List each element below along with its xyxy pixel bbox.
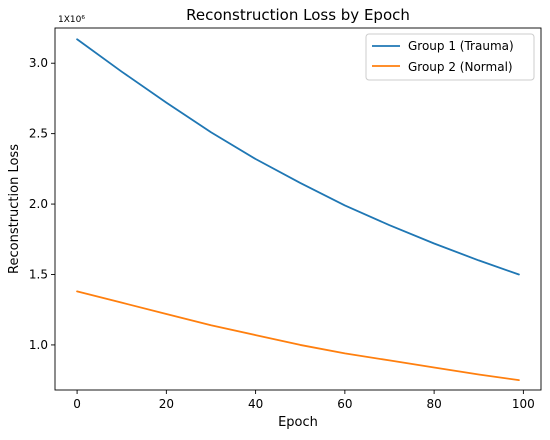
- y-tick-label: 1.0: [29, 338, 48, 352]
- series-lines: [76, 38, 520, 382]
- plot-area: [54, 27, 542, 391]
- legend-label-group-1: Group 1 (Trauma): [408, 39, 514, 53]
- chart-title: Reconstruction Loss by Epoch: [186, 6, 410, 24]
- x-tick-label: 0: [73, 397, 81, 411]
- x-tick-label: 60: [337, 397, 352, 411]
- x-tick-label: 100: [512, 397, 535, 411]
- y-axis-ticks: 1.0 1.5 2.0 2.5 3.0: [29, 56, 55, 352]
- y-tick-label: 1.5: [29, 267, 48, 281]
- y-tick-label: 2.5: [29, 127, 48, 141]
- x-tick-label: 80: [426, 397, 441, 411]
- x-axis-ticks: 0 20 40 60 80 100: [73, 390, 535, 411]
- legend-box: [365, 33, 535, 81]
- x-tick-label: 20: [159, 397, 174, 411]
- y-axis-label: Reconstruction Loss: [7, 144, 22, 274]
- y-offset-label: 1X10⁶: [58, 15, 85, 25]
- series-line-group-1: [76, 38, 520, 276]
- x-axis-label: Epoch: [278, 415, 318, 430]
- legend: Group 1 (Trauma) Group 2 (Normal): [365, 33, 535, 81]
- series-line-group-2: [76, 290, 520, 382]
- x-tick-label: 40: [248, 397, 263, 411]
- y-tick-label: 2.0: [29, 197, 48, 211]
- y-tick-label: 3.0: [29, 56, 48, 70]
- legend-label-group-2: Group 2 (Normal): [408, 60, 513, 74]
